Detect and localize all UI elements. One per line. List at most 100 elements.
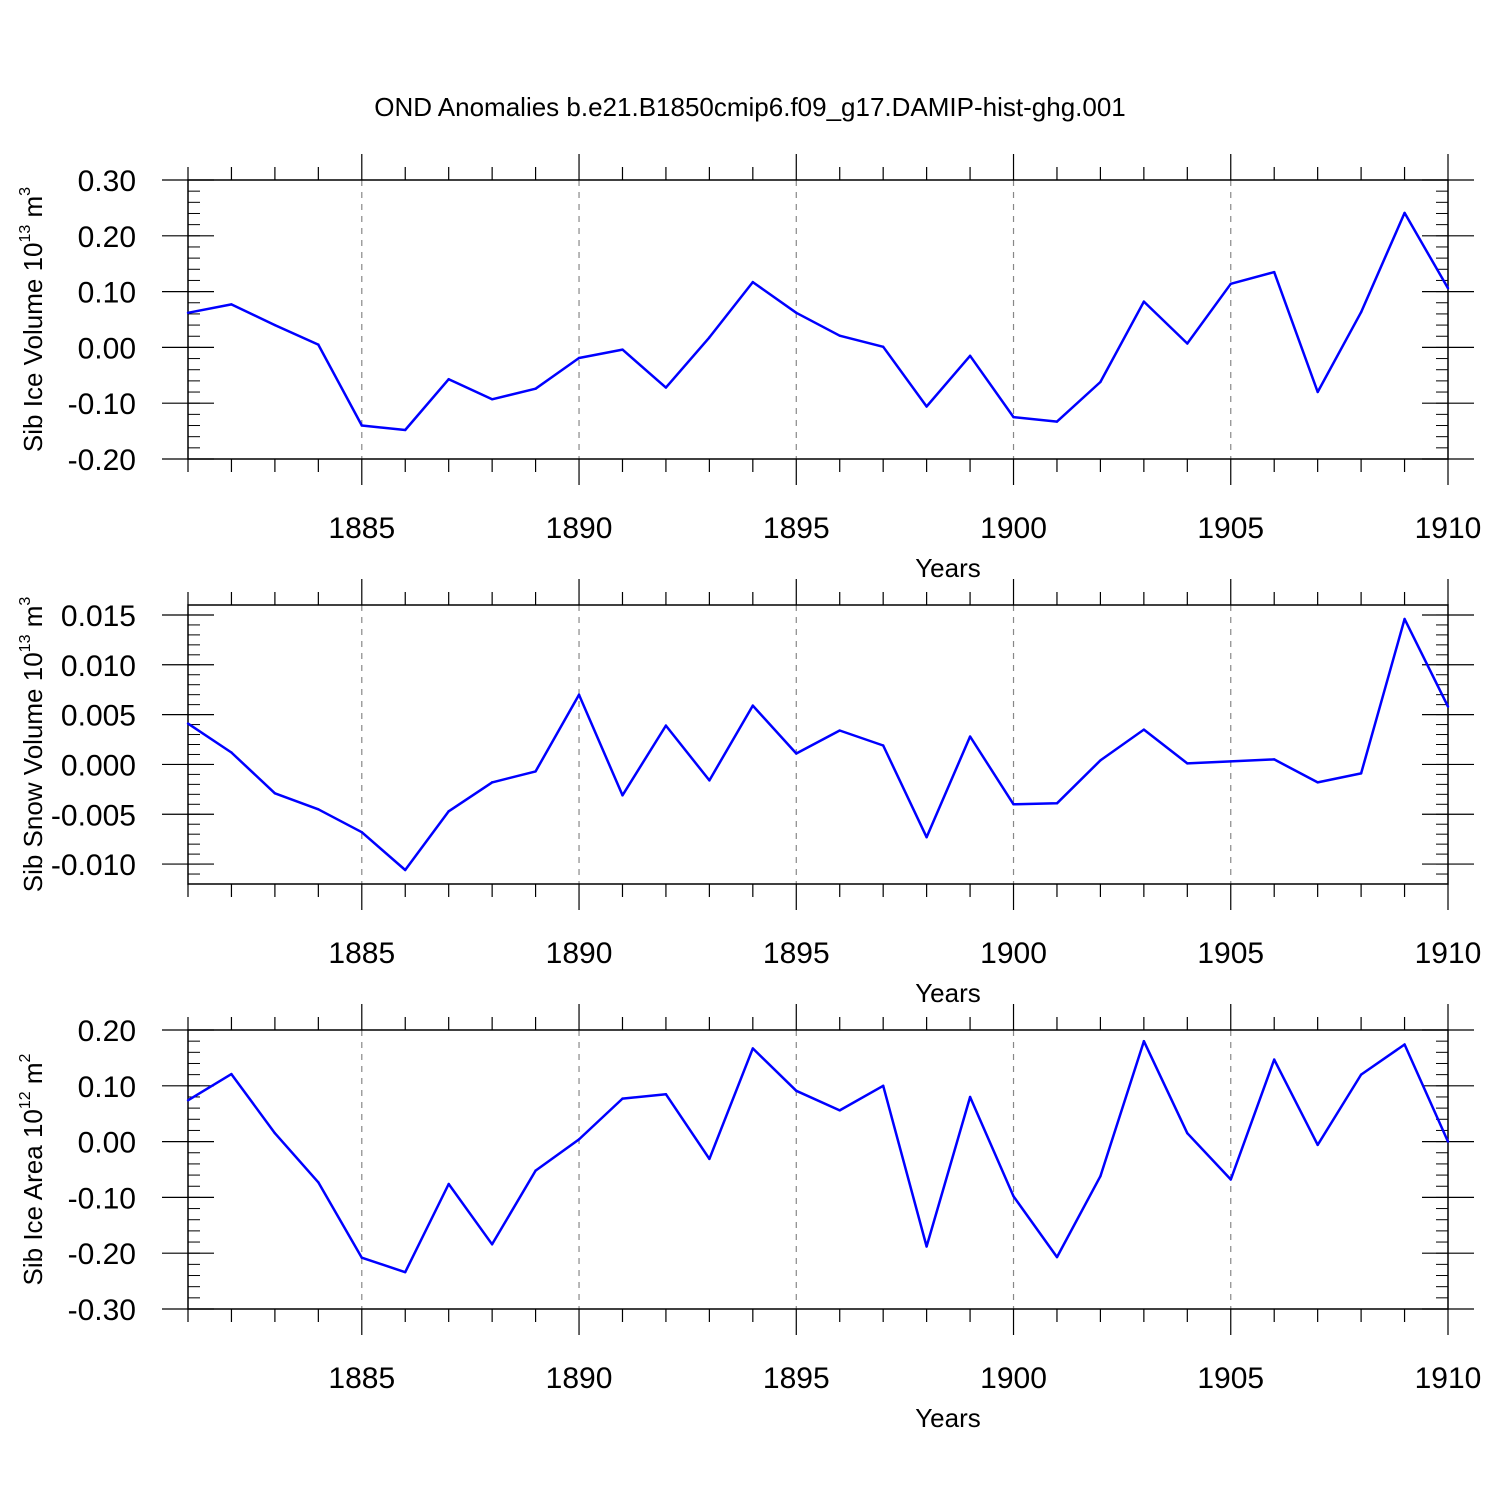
data-point <box>708 1157 711 1161</box>
y-tick-label: -0.010 <box>51 849 136 882</box>
x-tick-label: 1885 <box>328 937 395 970</box>
y-tick-label: 0.10 <box>78 277 136 310</box>
x-tick-label: 1900 <box>980 1362 1047 1395</box>
data-point <box>1273 1058 1276 1061</box>
data-point <box>1142 728 1146 731</box>
data-point <box>838 334 841 337</box>
x-tick-label: 1910 <box>1415 937 1482 970</box>
data-point <box>1229 760 1232 763</box>
data-point <box>751 280 755 284</box>
data-point <box>925 1245 928 1248</box>
data-point <box>317 808 320 811</box>
data-point <box>1186 762 1189 765</box>
data-point <box>360 424 363 427</box>
data-point <box>577 1138 581 1141</box>
y-axis-label-exponent: 13 <box>17 634 34 652</box>
y-axis-label-unit-exponent: 3 <box>17 187 34 196</box>
data-point <box>360 1256 363 1259</box>
plot-frame <box>187 1029 1449 1310</box>
y-tick-label: 0.30 <box>78 165 136 198</box>
data-point <box>1446 1140 1450 1143</box>
data-point <box>881 345 885 349</box>
y-tick-label: 0.00 <box>78 1127 136 1160</box>
data-point <box>1403 617 1406 621</box>
data-point <box>838 1109 841 1112</box>
y-axis-label-exponent: 12 <box>17 1091 34 1109</box>
data-point <box>534 1169 537 1172</box>
y-tick-label: 0.10 <box>78 1071 136 1104</box>
x-tick-label: 1910 <box>1415 512 1482 545</box>
x-tick-label: 1895 <box>763 1362 830 1395</box>
y-tick-label: -0.10 <box>68 388 136 421</box>
y-axis-label: Sib Snow Volume 1013 m3 <box>17 597 48 893</box>
data-point <box>795 752 798 755</box>
chart-title: OND Anomalies b.e21.B1850cmip6.f09_g17.D… <box>374 92 1126 122</box>
y-axis-label-unit-exponent: 3 <box>17 597 34 606</box>
series-line <box>187 211 1450 432</box>
data-point <box>925 405 928 408</box>
data-point <box>1359 1073 1363 1076</box>
y-tick-label: 0.005 <box>61 700 136 733</box>
y-axis-label-unit: m <box>18 1062 48 1091</box>
data-point <box>490 781 494 784</box>
data-point <box>447 1182 450 1186</box>
data-point <box>1142 1039 1146 1043</box>
x-tick-label: 1910 <box>1415 1362 1482 1395</box>
data-point <box>186 1099 190 1102</box>
x-tick-label: 1905 <box>1197 512 1264 545</box>
data-point <box>795 1089 798 1093</box>
data-point <box>1099 1174 1102 1178</box>
y-axis-label-text: Sib Snow Volume 10 <box>18 652 48 892</box>
data-point <box>534 387 537 390</box>
data-point <box>751 704 755 707</box>
panel-3: -0.30 -0.20 -0.10 0.00 0.10 0.20 1885 1890 1895 1… <box>17 1004 1481 1433</box>
data-point <box>838 729 841 732</box>
data-point <box>1316 390 1319 394</box>
data-point <box>490 1243 494 1246</box>
data-point <box>490 398 494 401</box>
x-tick-label: 1900 <box>980 937 1047 970</box>
data-point <box>664 724 668 727</box>
x-tick-label: 1905 <box>1197 1362 1264 1395</box>
x-tick-label: 1900 <box>980 512 1047 545</box>
data-point <box>1099 759 1102 762</box>
y-tick-label: 0.20 <box>78 1015 136 1048</box>
plot-frame <box>187 179 1449 460</box>
data-point <box>968 735 972 738</box>
x-axis-label: Years <box>915 553 981 583</box>
y-axis-label-text: Sib Ice Volume 10 <box>18 243 48 453</box>
data-point <box>186 722 190 725</box>
data-point <box>1273 758 1276 761</box>
data-point <box>1055 802 1059 805</box>
data-point <box>968 1095 972 1099</box>
y-tick-label: -0.005 <box>51 799 136 832</box>
data-point <box>881 1084 885 1088</box>
y-tick-label: 0.015 <box>61 600 136 633</box>
y-axis-label-text: Sib Ice Area 10 <box>18 1109 48 1285</box>
y-tick-label: 0.010 <box>61 650 136 683</box>
data-point <box>1229 282 1232 285</box>
data-point <box>1446 287 1450 290</box>
data-point <box>1186 342 1189 345</box>
y-axis-label-exponent: 13 <box>17 225 34 243</box>
data-point <box>621 1097 624 1100</box>
data-point <box>534 770 537 773</box>
data-point <box>404 428 407 432</box>
x-tick-label: 1895 <box>763 512 830 545</box>
data-point <box>1359 772 1363 775</box>
data-point <box>664 386 668 389</box>
y-tick-label: -0.10 <box>68 1182 136 1215</box>
data-point <box>577 693 581 696</box>
data-point <box>1316 1143 1319 1147</box>
y-axis-label: Sib Ice Area 1012 m2 <box>17 1053 48 1285</box>
data-point <box>360 830 363 834</box>
data-point <box>273 323 277 327</box>
data-point <box>1012 1195 1015 1198</box>
data-point <box>795 311 798 315</box>
data-point <box>708 336 711 339</box>
data-point <box>621 348 624 351</box>
y-axis-label-unit: m <box>18 196 48 225</box>
data-point <box>230 303 233 306</box>
series-line <box>187 1039 1450 1274</box>
